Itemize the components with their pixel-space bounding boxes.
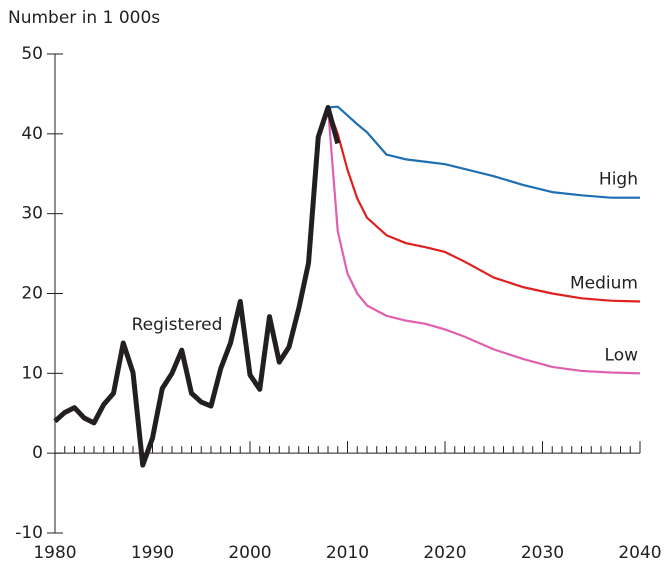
series-label: Low <box>605 345 639 365</box>
series-line <box>53 104 341 468</box>
x-tick-label: 1980 <box>33 543 76 563</box>
x-tick-label: 2030 <box>521 543 564 563</box>
y-axis-title: Number in 1 000s <box>8 8 160 28</box>
series-line <box>327 105 640 199</box>
x-tick-label: 2020 <box>423 543 466 563</box>
series-label: Registered <box>132 315 223 335</box>
y-tick-label: 30 <box>21 204 43 224</box>
y-tick-label: 0 <box>32 443 43 463</box>
y-tick-label: 10 <box>21 363 43 383</box>
y-tick-label: -10 <box>15 523 43 543</box>
x-tick-label: 2010 <box>326 543 369 563</box>
x-tick-label: 2040 <box>618 543 661 563</box>
y-tick-label: 40 <box>21 124 43 144</box>
y-tick-label: 50 <box>21 44 43 64</box>
series-line <box>326 107 641 375</box>
x-tick-label: 1990 <box>131 543 174 563</box>
series-line <box>326 107 641 303</box>
series-label: High <box>599 170 638 190</box>
x-tick-label: 2000 <box>228 543 271 563</box>
y-tick-label: 20 <box>21 284 43 304</box>
series-label: Medium <box>570 273 638 293</box>
